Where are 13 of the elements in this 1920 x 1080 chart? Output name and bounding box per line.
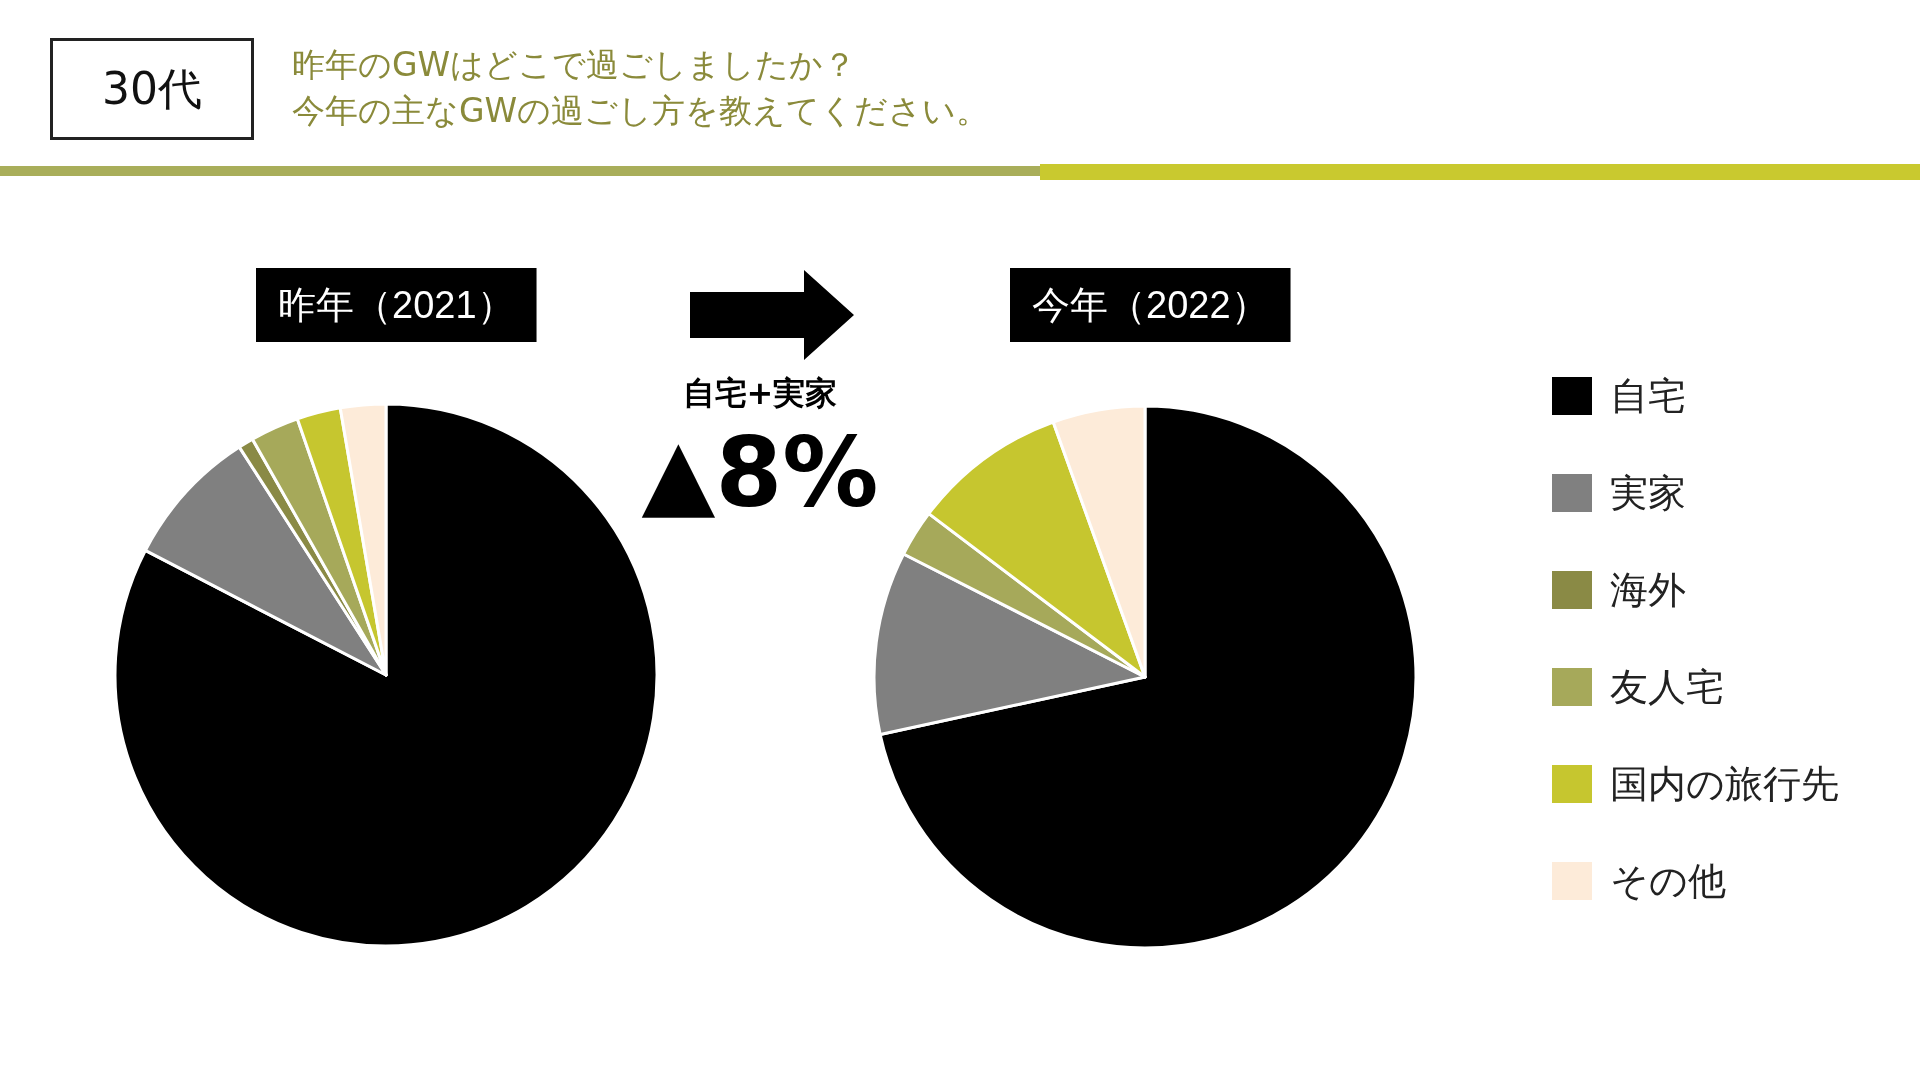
legend-label: 実家 <box>1610 472 1686 514</box>
text: 今年の主なGWの過ごし方を教えてください。 <box>292 90 990 132</box>
legend-label: 友人宅 <box>1610 666 1724 708</box>
legend-label: 自宅 <box>1610 375 1686 417</box>
text: ▲8% <box>640 417 880 529</box>
legend-label: 国内の旅行先 <box>1610 763 1839 805</box>
text: 自宅+実家 <box>681 373 839 414</box>
legend-label: 海外 <box>1610 569 1686 611</box>
text: 昨年のGWはどこで過ごしましたか？ <box>292 44 857 86</box>
legend-label: その他 <box>1610 860 1726 902</box>
slice-label: 今年（2022） <box>1032 284 1269 326</box>
slice-label: 昨年（2021） <box>278 284 515 326</box>
text: 30代 <box>50 38 254 140</box>
